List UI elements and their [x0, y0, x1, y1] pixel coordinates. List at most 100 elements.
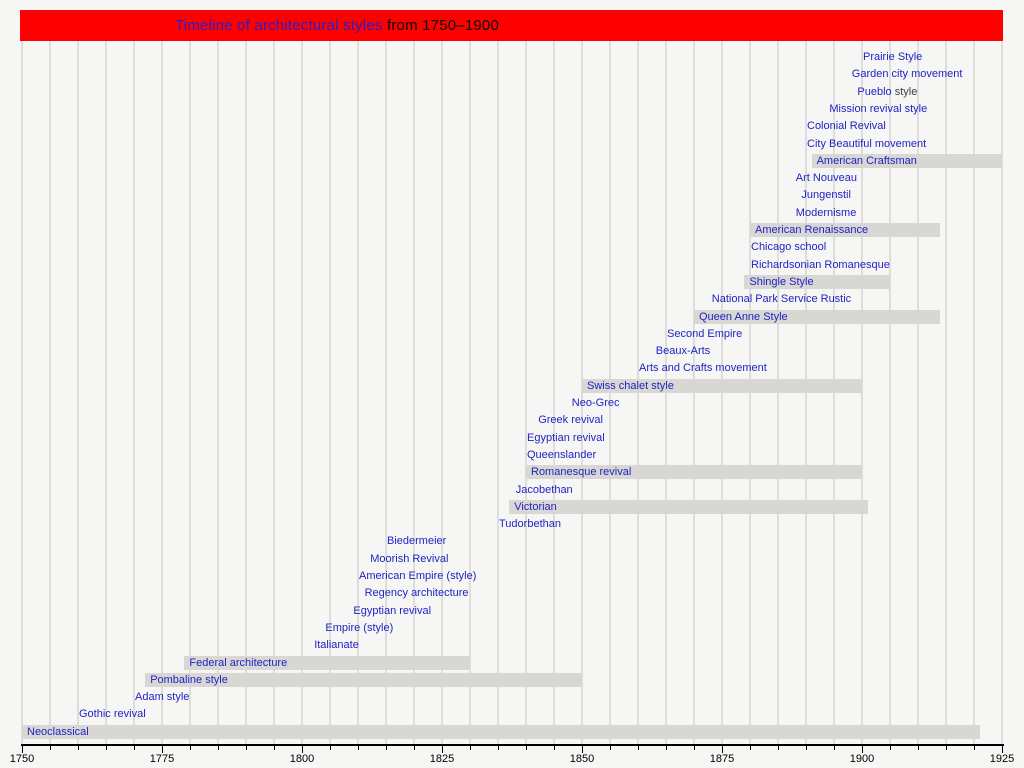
- duration-bar: [526, 465, 862, 480]
- style-link[interactable]: Neoclassical: [27, 725, 89, 738]
- chart-title-bar: Timeline of architectural styles from 17…: [20, 10, 1003, 41]
- style-link[interactable]: Tudorbethan: [499, 518, 561, 531]
- gridline-1905: [889, 41, 891, 744]
- style-link[interactable]: Pombaline style: [150, 673, 228, 686]
- style-link[interactable]: City Beautiful movement: [807, 137, 927, 150]
- timeline-row: Garden city movement: [0, 67, 1024, 81]
- title-link[interactable]: Timeline of architectural styles: [175, 17, 383, 34]
- style-link[interactable]: Jacobethan: [515, 483, 573, 496]
- style-link[interactable]: Pueblo: [857, 85, 892, 98]
- style-link[interactable]: Egyptian revival: [527, 431, 605, 444]
- gridline-1820: [413, 41, 415, 744]
- style-link[interactable]: Regency architecture: [364, 587, 469, 600]
- style-link[interactable]: Swiss chalet style: [587, 379, 674, 392]
- axis-tick: [918, 746, 919, 750]
- gridline-1835: [497, 41, 499, 744]
- gridline-1815: [385, 41, 387, 744]
- style-link[interactable]: Empire (style): [325, 621, 394, 634]
- style-link[interactable]: Victorian: [514, 500, 557, 513]
- timeline-row: Mission revival style: [0, 102, 1024, 116]
- style-link[interactable]: Romanesque revival: [531, 466, 632, 479]
- axis-tick: [778, 746, 779, 750]
- gridline-1755: [49, 41, 51, 744]
- style-link[interactable]: Beaux-Arts: [655, 345, 711, 358]
- timeline-row: Second Empire: [0, 327, 1024, 341]
- style-link[interactable]: American Renaissance: [755, 224, 869, 236]
- timeline-row: Victorian: [0, 499, 1024, 514]
- style-link[interactable]: Shingle Style: [749, 275, 814, 288]
- axis-tick-label: 1925: [989, 753, 1015, 765]
- x-axis-line: [21, 744, 1004, 746]
- gridline-1790: [245, 41, 247, 744]
- duration-bar: [694, 309, 941, 324]
- style-link[interactable]: National Park Service Rustic: [711, 293, 852, 306]
- timeline-row: Art Nouveau: [0, 171, 1024, 185]
- axis-tick: [442, 746, 443, 753]
- axis-tick: [330, 746, 331, 750]
- gridline-1805: [329, 41, 331, 744]
- axis-tick: [834, 746, 835, 750]
- axis-tick: [470, 746, 471, 750]
- style-link[interactable]: Queen Anne Style: [699, 310, 788, 323]
- timeline-row: Neoclassical: [0, 724, 1024, 739]
- timeline-row: Modernisme: [0, 206, 1024, 220]
- timeline-row: Colonial Revival: [0, 119, 1024, 133]
- style-link[interactable]: American Craftsman: [816, 154, 917, 167]
- style-link[interactable]: Richardsonian Romanesque: [751, 258, 890, 271]
- style-link[interactable]: Jungenstil: [801, 189, 851, 202]
- gridline-1800: [301, 41, 303, 744]
- style-link[interactable]: Colonial Revival: [807, 120, 886, 133]
- axis-tick: [386, 746, 387, 750]
- gridline-1785: [217, 41, 219, 744]
- style-link[interactable]: Prairie Style: [863, 51, 923, 63]
- style-link[interactable]: Federal architecture: [189, 656, 288, 669]
- style-link[interactable]: Greek revival: [538, 414, 603, 427]
- style-link[interactable]: Art Nouveau: [795, 172, 857, 185]
- axis-tick-label: 1850: [569, 753, 595, 765]
- chart-title: Timeline of architectural styles from 17…: [175, 10, 499, 41]
- axis-tick: [162, 746, 163, 753]
- style-link[interactable]: Arts and Crafts movement: [639, 362, 767, 375]
- style-link[interactable]: Adam style: [135, 691, 190, 704]
- style-link[interactable]: Chicago school: [751, 241, 827, 254]
- timeline-row: Beaux-Arts: [0, 344, 1024, 358]
- timeline-row: Regency architecture: [0, 586, 1024, 600]
- axis-tick: [134, 746, 135, 750]
- style-link[interactable]: Biedermeier: [387, 535, 447, 548]
- timeline-row: Adam style: [0, 690, 1024, 704]
- gridline-1825: [441, 41, 443, 744]
- duration-bar: [811, 153, 1002, 168]
- axis-tick: [750, 746, 751, 750]
- style-link[interactable]: Mission revival style: [829, 102, 928, 115]
- style-link[interactable]: Modernisme: [795, 206, 857, 219]
- style-link[interactable]: Moorish Revival: [370, 552, 449, 565]
- axis-tick: [974, 746, 975, 750]
- style-link[interactable]: Italianate: [314, 639, 359, 652]
- timeline-row: Italianate: [0, 638, 1024, 652]
- gridline-1920: [973, 41, 975, 744]
- style-link[interactable]: Egyptian revival: [353, 604, 432, 617]
- style-link[interactable]: Queenslander: [527, 448, 597, 461]
- timeline-row: Swiss chalet style: [0, 378, 1024, 393]
- gridline-1840: [525, 41, 527, 744]
- style-link[interactable]: American Empire (style): [359, 570, 477, 582]
- axis-tick: [582, 746, 583, 753]
- gridline-1795: [273, 41, 275, 744]
- style-link[interactable]: Garden city movement: [851, 68, 963, 81]
- style-link[interactable]: Second Empire: [667, 327, 743, 340]
- axis-tick-label: 1825: [429, 753, 455, 765]
- style-label-suffix: style: [891, 85, 918, 98]
- axis-tick: [218, 746, 219, 750]
- timeline-row: Arts and Crafts movement: [0, 361, 1024, 375]
- style-link[interactable]: Neo-Grec: [571, 397, 620, 409]
- axis-tick: [862, 746, 863, 753]
- timeline-row: Greek revival: [0, 413, 1024, 427]
- timeline-row: Moorish Revival: [0, 552, 1024, 566]
- gridline-1845: [553, 41, 555, 744]
- axis-tick: [498, 746, 499, 750]
- style-link[interactable]: Gothic revival: [79, 708, 146, 721]
- timeline-row: Chicago school: [0, 240, 1024, 254]
- gridline-1830: [469, 41, 471, 744]
- axis-tick: [274, 746, 275, 750]
